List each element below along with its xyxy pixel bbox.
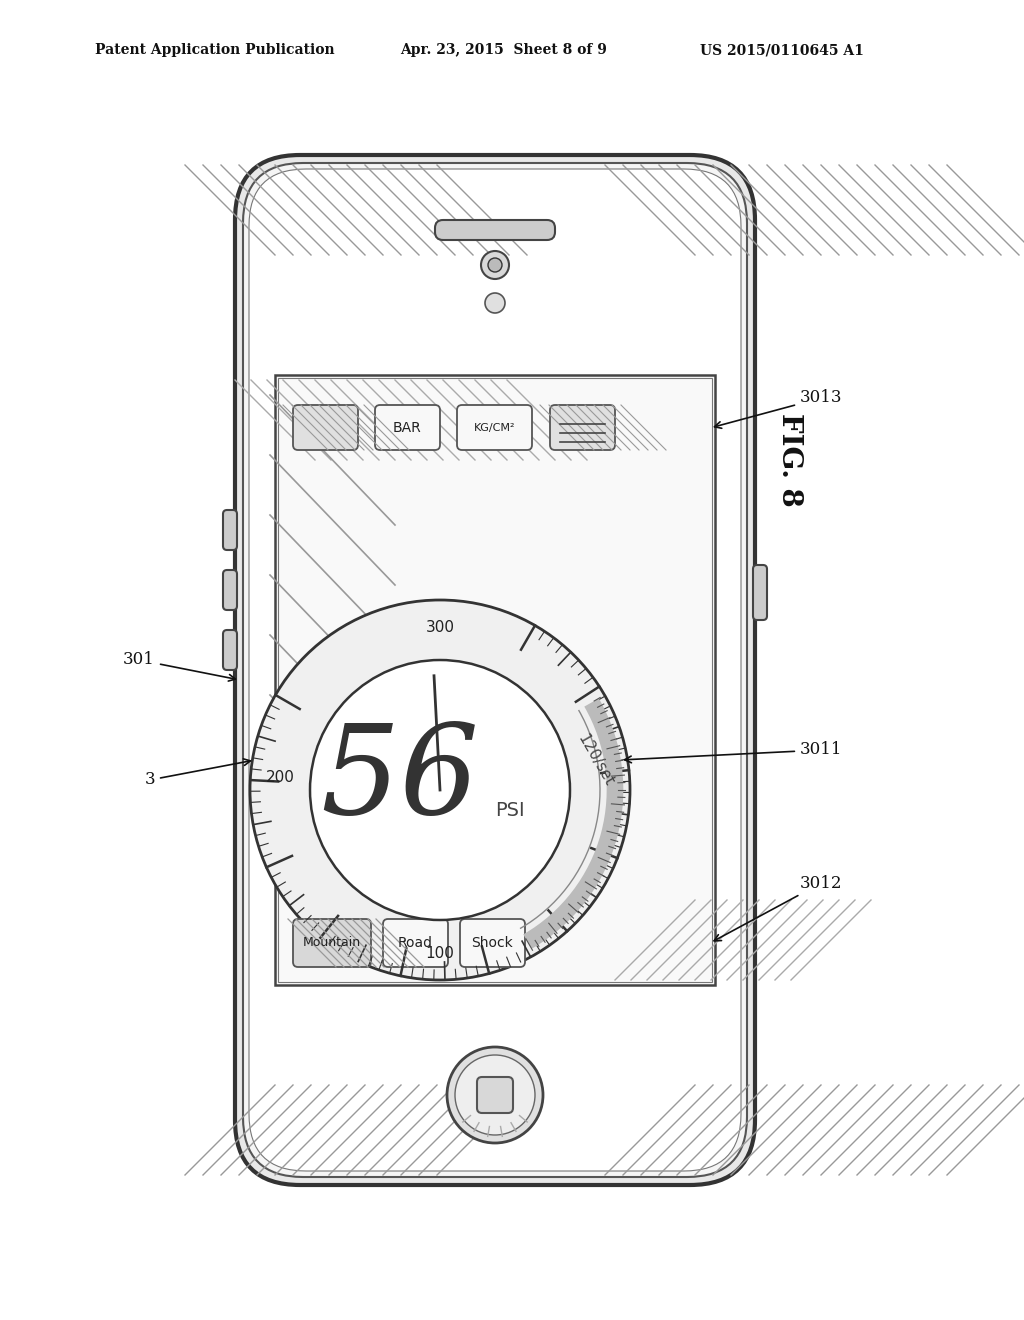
FancyBboxPatch shape <box>234 154 755 1185</box>
Text: KG/CM²: KG/CM² <box>474 422 515 433</box>
FancyBboxPatch shape <box>457 405 532 450</box>
FancyBboxPatch shape <box>753 565 767 620</box>
Circle shape <box>488 257 502 272</box>
Text: PSI: PSI <box>496 800 525 820</box>
Circle shape <box>447 1047 543 1143</box>
FancyBboxPatch shape <box>460 919 525 968</box>
Circle shape <box>481 251 509 279</box>
Circle shape <box>310 660 570 920</box>
Text: 301: 301 <box>123 652 236 681</box>
FancyBboxPatch shape <box>293 405 358 450</box>
Circle shape <box>250 601 630 979</box>
Text: Shock: Shock <box>472 936 513 950</box>
Text: Mountain: Mountain <box>303 936 361 949</box>
Text: 200: 200 <box>266 770 295 785</box>
FancyBboxPatch shape <box>249 169 741 1171</box>
Text: 3: 3 <box>144 759 251 788</box>
FancyBboxPatch shape <box>243 162 746 1177</box>
Circle shape <box>485 293 505 313</box>
Text: 3012: 3012 <box>714 874 843 941</box>
Text: 56: 56 <box>321 719 479 841</box>
FancyBboxPatch shape <box>223 570 237 610</box>
FancyBboxPatch shape <box>223 510 237 550</box>
FancyBboxPatch shape <box>435 220 555 240</box>
Text: 100: 100 <box>426 945 455 961</box>
FancyBboxPatch shape <box>223 630 237 671</box>
Text: US 2015/0110645 A1: US 2015/0110645 A1 <box>700 44 864 57</box>
Text: BAR: BAR <box>393 421 422 434</box>
FancyBboxPatch shape <box>550 405 615 450</box>
Text: Apr. 23, 2015  Sheet 8 of 9: Apr. 23, 2015 Sheet 8 of 9 <box>400 44 607 57</box>
Text: 3011: 3011 <box>625 742 843 763</box>
FancyBboxPatch shape <box>375 405 440 450</box>
Text: Patent Application Publication: Patent Application Publication <box>95 44 335 57</box>
Text: 300: 300 <box>426 619 455 635</box>
FancyBboxPatch shape <box>293 919 371 968</box>
Circle shape <box>455 1055 535 1135</box>
Bar <box>278 378 712 982</box>
Bar <box>275 375 715 985</box>
FancyBboxPatch shape <box>383 919 449 968</box>
Text: Road: Road <box>398 936 433 950</box>
Text: FIG. 8: FIG. 8 <box>776 413 804 507</box>
Text: 3013: 3013 <box>715 389 843 428</box>
Text: 120/set: 120/set <box>574 731 615 788</box>
FancyBboxPatch shape <box>477 1077 513 1113</box>
